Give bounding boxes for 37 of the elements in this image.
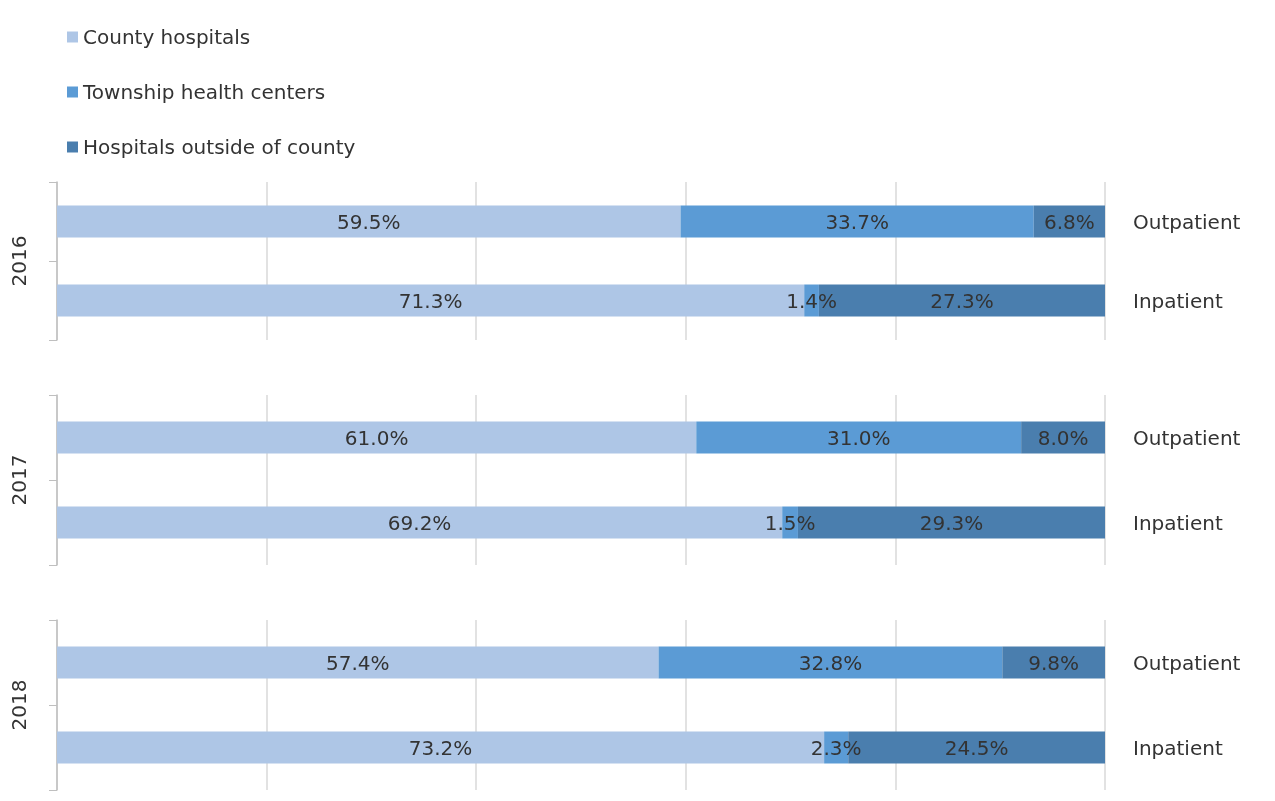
data-label: 2.3% xyxy=(810,735,862,760)
data-label: 9.8% xyxy=(1028,650,1080,675)
data-label: 57.4% xyxy=(326,650,390,675)
data-label: 27.3% xyxy=(930,288,994,313)
data-label: 71.3% xyxy=(398,288,463,313)
data-label: 31.0% xyxy=(826,425,891,450)
bar xyxy=(696,421,1022,454)
y-tick-label: Outpatient xyxy=(1133,425,1241,450)
data-label: 59.5% xyxy=(337,209,401,234)
legend-label: Hospitals outside of county xyxy=(83,135,356,159)
y-axis-title: 2018 xyxy=(7,679,31,731)
data-label: 32.8% xyxy=(798,650,863,675)
bar xyxy=(1002,646,1105,679)
data-label: 33.7% xyxy=(825,209,889,234)
data-label: 8.0% xyxy=(1037,425,1089,450)
legend-label: County hospitals xyxy=(83,25,251,49)
bar xyxy=(658,646,1003,679)
data-label: 24.5% xyxy=(944,735,1009,760)
y-axis-title: 2016 xyxy=(7,235,31,287)
bar xyxy=(57,646,659,679)
data-label: 6.8% xyxy=(1043,209,1095,234)
y-axis-title: 2017 xyxy=(7,454,31,506)
data-label: 69.2% xyxy=(387,510,452,535)
bar xyxy=(57,205,681,238)
legend-label: Township health centers xyxy=(82,80,326,104)
y-tick-label: Inpatient xyxy=(1133,510,1223,535)
y-tick-label: Outpatient xyxy=(1133,650,1241,675)
y-tick-label: Inpatient xyxy=(1133,735,1223,760)
data-label: 29.3% xyxy=(919,510,984,535)
bar xyxy=(680,205,1034,238)
data-label: 1.5% xyxy=(764,510,816,535)
bar xyxy=(57,421,697,454)
data-label: 73.2% xyxy=(408,735,473,760)
y-tick-label: Inpatient xyxy=(1133,288,1223,313)
data-label: 61.0% xyxy=(344,425,409,450)
y-tick-label: Outpatient xyxy=(1133,209,1241,234)
data-label: 1.4% xyxy=(786,288,837,313)
